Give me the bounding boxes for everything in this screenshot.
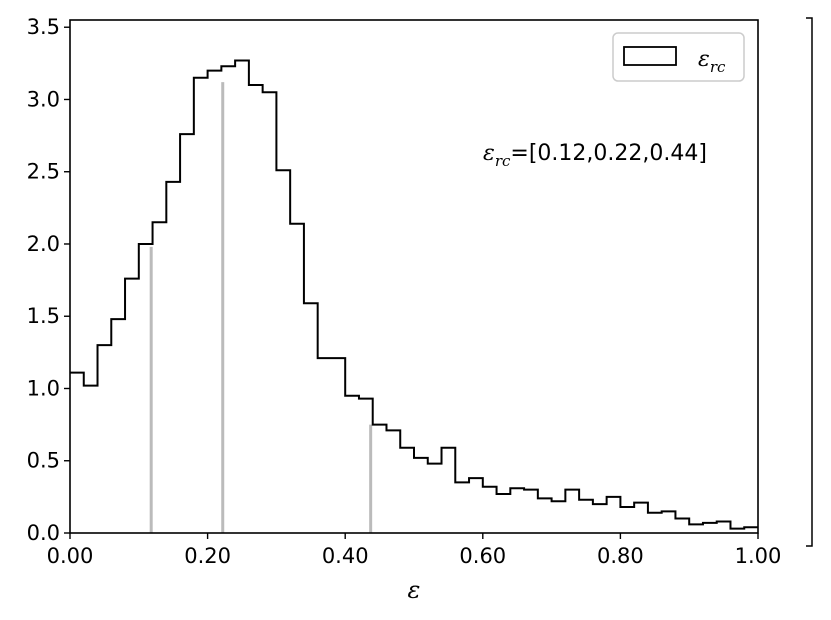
histogram-bin	[648, 513, 662, 533]
histogram-bin	[235, 60, 249, 533]
plot-frame	[69, 19, 759, 534]
histogram-bin	[469, 478, 483, 533]
x-axis-label: ε	[408, 576, 421, 604]
x-tick-label: 0.40	[322, 544, 369, 568]
y-tick-label: 3.0	[27, 87, 60, 111]
histogram-bin	[166, 182, 180, 533]
series-layer	[70, 59, 758, 533]
histogram-bin	[345, 396, 359, 533]
histogram-bin	[194, 78, 208, 533]
right-bracket	[806, 17, 813, 547]
annotation-symbol: ε	[483, 141, 495, 166]
histogram-bin	[455, 482, 469, 533]
y-tick-label: 1.5	[27, 304, 60, 328]
y-tick-labels: 0.0 0.5 1.0 1.5 2.0 2.5 3.0 3.5	[27, 15, 60, 545]
histogram-bin	[125, 279, 139, 533]
histogram-bin	[510, 488, 524, 533]
histogram-bin	[703, 523, 717, 533]
annotation-values: =[0.12,0.22,0.44]	[510, 141, 707, 166]
histogram-bin	[111, 319, 125, 533]
histogram-bin	[662, 511, 676, 533]
legend-symbol: ε	[698, 47, 710, 72]
x-tick-marks	[69, 533, 759, 539]
y-tick-label: 1.0	[27, 376, 60, 400]
histogram-bin	[593, 504, 607, 533]
x-tick-label: 0.60	[459, 544, 506, 568]
histogram-bin	[675, 519, 689, 533]
x-tick-label: 1.00	[735, 544, 782, 568]
histogram-bin	[565, 490, 579, 533]
histogram-bin	[98, 345, 112, 533]
histogram-bin	[386, 430, 400, 533]
histogram-bin	[689, 524, 703, 533]
histogram-bin	[524, 490, 538, 533]
histogram-bin	[84, 386, 98, 533]
y-tick-label: 2.0	[27, 232, 60, 256]
histogram-bin	[634, 503, 648, 533]
histogram-step-line	[70, 59, 758, 530]
histogram-bin	[428, 464, 442, 533]
histogram-bin	[717, 521, 731, 533]
histogram-bin	[497, 494, 511, 533]
histogram-bin	[153, 222, 167, 533]
histogram-bin	[442, 448, 456, 533]
histogram-bin	[276, 170, 290, 533]
x-tick-label: 0.20	[184, 544, 231, 568]
histogram-bin	[263, 92, 277, 533]
legend-box	[612, 32, 745, 82]
histogram-bin	[249, 85, 263, 533]
legend: εrc	[612, 32, 745, 82]
legend-swatch	[623, 46, 677, 66]
histogram-bin	[318, 358, 332, 533]
histogram-bin	[579, 500, 593, 533]
histogram-bin	[400, 448, 414, 533]
x-tick-labels: 0.00 0.20 0.40 0.60 0.80 1.00	[47, 544, 782, 568]
legend-entry-label: εrc	[698, 47, 726, 76]
histogram-bin	[552, 501, 566, 533]
histogram-bin	[607, 497, 621, 533]
histogram-bin	[290, 224, 304, 533]
percentile-annotation: εrc=[0.12,0.22,0.44]	[483, 141, 707, 170]
y-tick-label: 2.5	[27, 160, 60, 184]
histogram-bin	[538, 498, 552, 533]
histogram-bin	[620, 507, 634, 533]
histogram-bin	[331, 358, 345, 533]
histogram-bin	[180, 134, 194, 533]
y-tick-label: 0.0	[27, 521, 60, 545]
histogram-bin	[70, 373, 84, 533]
annotation-subscript: rc	[495, 152, 511, 170]
x-tick-label: 0.80	[597, 544, 644, 568]
histogram-bin	[414, 458, 428, 533]
y-tick-label: 3.5	[27, 15, 60, 39]
histogram-bin	[483, 487, 497, 533]
legend-subscript: rc	[710, 58, 726, 76]
histogram-bin	[208, 71, 222, 533]
y-tick-marks	[64, 26, 70, 534]
histogram-bin	[304, 303, 318, 533]
y-tick-label: 0.5	[27, 449, 60, 473]
x-tick-label: 0.00	[47, 544, 94, 568]
percentile-markers	[149, 82, 373, 533]
histogram-bin	[373, 425, 387, 533]
